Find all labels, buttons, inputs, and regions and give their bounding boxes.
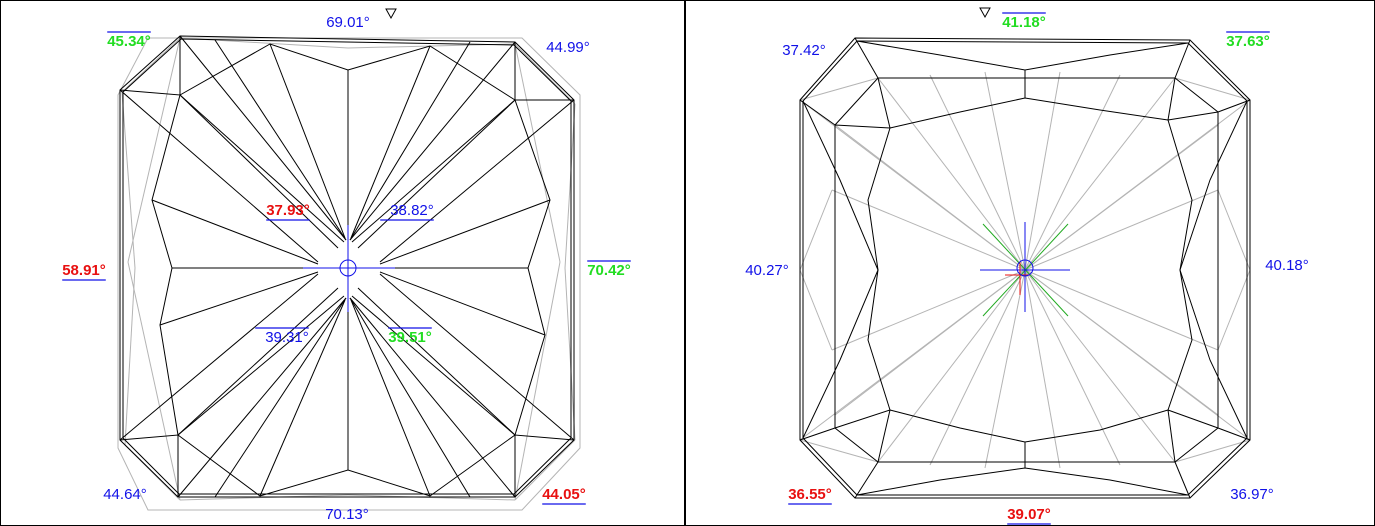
angle-label: 44.64° (103, 486, 147, 503)
angle-label: 45.34° (107, 33, 151, 50)
angle-label: 38.82° (390, 202, 434, 219)
left-hidden-edges (117, 37, 581, 511)
left-culet-crosshair (303, 225, 395, 312)
angle-label: 40.27° (745, 262, 789, 279)
right-direction-marker-icon (979, 7, 991, 19)
angle-label: 44.05° (542, 486, 586, 503)
right-view (799, 7, 1251, 499)
angle-label: 37.63° (1226, 33, 1270, 50)
angle-label: 40.18° (1265, 257, 1309, 274)
angle-label: 36.97° (1230, 486, 1274, 503)
left-view (117, 8, 581, 511)
angle-label: 39.07° (1007, 506, 1051, 523)
left-direction-marker-icon (385, 8, 397, 20)
angle-label: 69.01° (326, 14, 370, 31)
angle-label: 37.93° (266, 202, 310, 219)
right-angle-labels: 41.18° 37.42° 37.63° 40.27° 40.18° 36.55… (745, 14, 1309, 523)
right-facet-edges (799, 37, 1251, 499)
left-angle-labels: 69.01° 45.34° 44.99° 58.91° 70.42° 37.93… (62, 14, 631, 523)
angle-label: 70.13° (325, 506, 369, 523)
angle-label: 44.99° (546, 39, 590, 56)
angle-label: 36.55° (788, 486, 832, 503)
angle-label: 41.18° (1002, 14, 1046, 31)
angle-label: 58.91° (62, 262, 106, 279)
angle-label: 70.42° (587, 262, 631, 279)
angle-label: 37.42° (782, 42, 826, 59)
angle-label-bars (62, 12, 1270, 525)
angle-label: 39.31° (265, 329, 309, 346)
left-facet-edges (119, 35, 575, 498)
angle-label: 39.51° (388, 329, 432, 346)
right-culet-crosshair (980, 222, 1070, 317)
